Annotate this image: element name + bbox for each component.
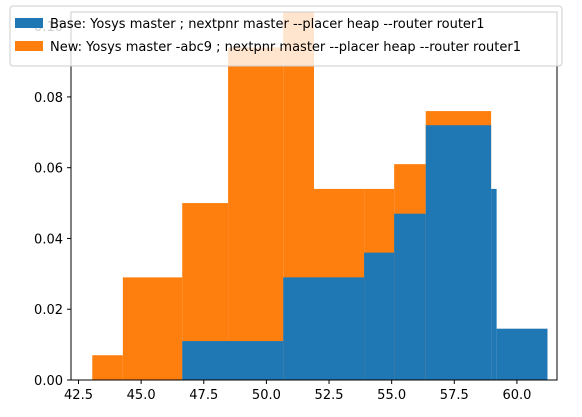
legend-frame bbox=[9, 5, 563, 67]
base-bar-4 bbox=[394, 213, 426, 380]
series-base-bars bbox=[182, 125, 548, 380]
y-tick-label: 0.04 bbox=[34, 232, 63, 247]
x-tick-label: 42.5 bbox=[64, 388, 93, 403]
x-tick-label: 55.0 bbox=[377, 388, 406, 403]
legend-label-new: New: Yosys master -abc9 ; nextpnr master… bbox=[50, 40, 521, 55]
base-bar-0 bbox=[182, 341, 284, 380]
legend-swatch-new bbox=[15, 41, 43, 51]
y-tick-label: 0.02 bbox=[34, 303, 63, 318]
new-bar-0 bbox=[92, 355, 123, 380]
legend-swatch-base bbox=[15, 18, 43, 28]
base-bar-1 bbox=[283, 277, 314, 380]
base-bar-6 bbox=[491, 188, 497, 380]
y-axis: 0.000.020.040.060.080.10 bbox=[34, 20, 71, 389]
x-tick-label: 47.5 bbox=[189, 388, 218, 403]
x-tick-label: 45.0 bbox=[127, 388, 156, 403]
new-bar-1 bbox=[122, 277, 183, 380]
y-tick-label: 0.00 bbox=[34, 374, 63, 389]
x-tick-label: 50.0 bbox=[252, 388, 281, 403]
y-tick-label: 0.08 bbox=[34, 91, 63, 106]
base-bar-3 bbox=[364, 252, 395, 380]
base-bar-2 bbox=[314, 277, 365, 380]
x-tick-label: 57.5 bbox=[440, 388, 469, 403]
x-axis: 42.5 45.0 47.5 50.0 52.5 55.0 57.5 60.0 bbox=[64, 380, 531, 403]
x-tick-label: 60.0 bbox=[502, 388, 531, 403]
legend: Base: Yosys master ; nextpnr master --pl… bbox=[9, 5, 563, 67]
x-tick-label: 52.5 bbox=[315, 388, 344, 403]
base-bar-7 bbox=[496, 328, 548, 380]
base-bar-5 bbox=[425, 125, 492, 380]
legend-label-base: Base: Yosys master ; nextpnr master --pl… bbox=[50, 17, 485, 32]
new-bar-3 bbox=[228, 47, 284, 380]
y-tick-label: 0.06 bbox=[34, 162, 63, 177]
